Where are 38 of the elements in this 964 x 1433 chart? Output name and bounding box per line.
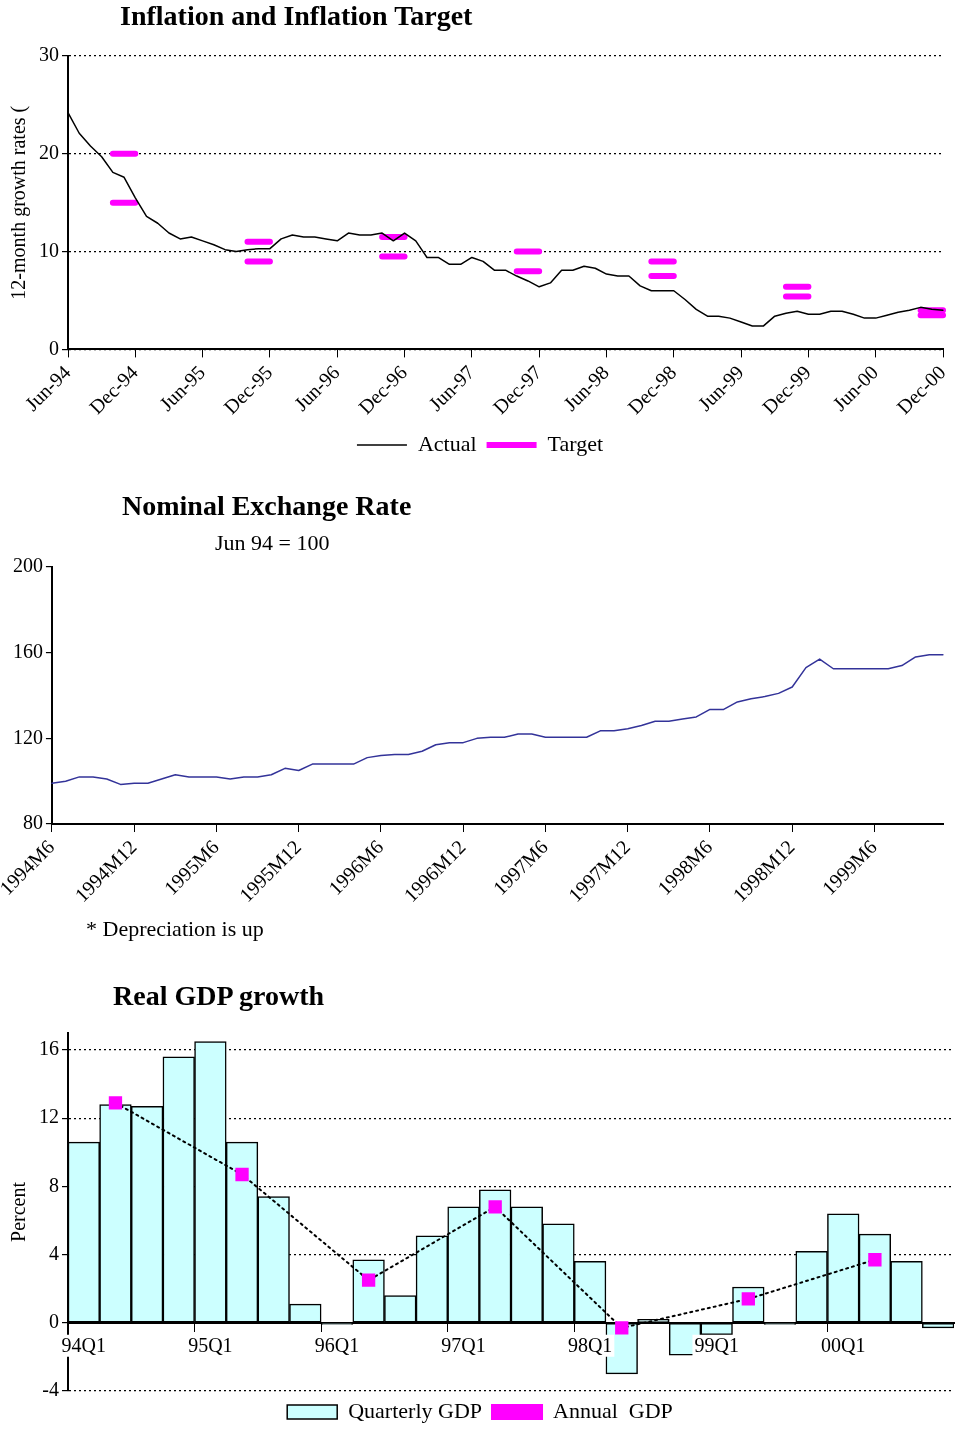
- chart-title: Inflation and Inflation Target: [120, 0, 473, 32]
- point: [615, 1321, 629, 1335]
- y-tick-label: -4: [42, 1378, 59, 1401]
- y-tick-label: 16: [39, 1037, 59, 1060]
- legend-label: Target: [547, 430, 604, 456]
- x-tick-label: 96Q1: [314, 1334, 360, 1357]
- y-tick-label: 160: [12, 639, 43, 662]
- y-axis-title: Percent: [7, 1181, 30, 1242]
- legend-label: Quarterly GDP: [348, 1397, 483, 1423]
- y-tick-label: 0: [49, 1310, 59, 1333]
- y-tick-label: 30: [39, 43, 59, 66]
- point: [488, 1200, 502, 1214]
- chart-title: Real GDP growth: [113, 980, 325, 1012]
- y-tick-label: 200: [12, 554, 43, 577]
- legend-label: Actual: [417, 430, 477, 456]
- x-tick-label: 99Q1: [694, 1334, 739, 1357]
- point: [361, 1273, 376, 1287]
- chart-subtitle: Jun 94 = 100: [215, 530, 330, 556]
- y-tick-label: 4: [49, 1241, 59, 1264]
- x-tick-label: 95Q1: [188, 1334, 233, 1357]
- y-tick-label: 80: [22, 811, 43, 834]
- x-tick-label: 98Q1: [567, 1334, 613, 1357]
- point: [868, 1253, 882, 1267]
- y-tick-label: 8: [49, 1173, 59, 1196]
- legend-label: Annual GDP: [553, 1397, 673, 1423]
- y-tick-label: 20: [39, 141, 59, 164]
- x-tick-label: 97Q1: [441, 1334, 486, 1357]
- x-tick-label: 00Q1: [821, 1334, 866, 1357]
- y-tick-label: 10: [39, 238, 59, 261]
- y-tick-label: 12: [39, 1105, 59, 1128]
- point: [235, 1167, 249, 1182]
- point: [108, 1096, 123, 1110]
- y-tick-label: 0: [49, 336, 59, 359]
- y-tick-label: 120: [12, 725, 43, 748]
- y-axis-title: 12-month growth rates (: [7, 105, 31, 300]
- text: * Depreciation is up: [86, 916, 264, 942]
- chart-title: Nominal Exchange Rate: [122, 490, 412, 522]
- x-tick-label: 94Q1: [61, 1334, 107, 1357]
